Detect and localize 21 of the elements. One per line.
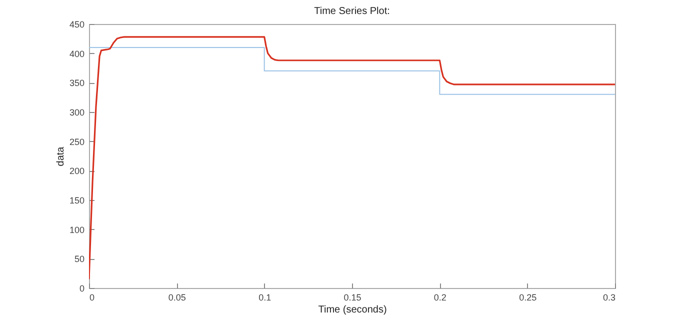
y-tick-label: 250 [69, 136, 84, 147]
line-series [89, 36, 615, 280]
x-axis-title: Time (seconds) [318, 304, 387, 316]
x-tick-label: 0.05 [168, 292, 186, 302]
y-tick-label: 400 [69, 48, 84, 59]
x-tick-label: 0 [90, 292, 95, 302]
x-tick-label: 0.3 [602, 292, 616, 302]
y-tick-label: 350 [69, 78, 84, 88]
x-tick-label: 0.15 [344, 292, 362, 302]
y-tick-label: 450 [69, 20, 84, 30]
y-tick-label: 0 [79, 284, 84, 294]
x-tick-label: 0.2 [434, 292, 446, 302]
x-tick-label: 0.1 [258, 292, 272, 302]
x-tick-label: 0.25 [519, 292, 537, 302]
y-tick-label: 150 [69, 196, 84, 206]
chart-title: Time Series Plot: [314, 6, 390, 17]
y-tick-label: 300 [69, 108, 84, 118]
y-tick-label: 200 [69, 166, 84, 176]
y-tick-label: 100 [69, 224, 84, 235]
y-tick-label: 50 [74, 254, 84, 264]
y-axis-title: data [55, 146, 66, 166]
